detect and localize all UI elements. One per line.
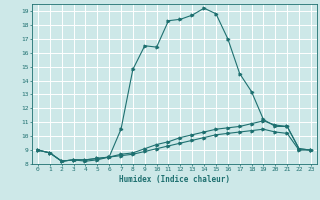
X-axis label: Humidex (Indice chaleur): Humidex (Indice chaleur) bbox=[119, 175, 230, 184]
